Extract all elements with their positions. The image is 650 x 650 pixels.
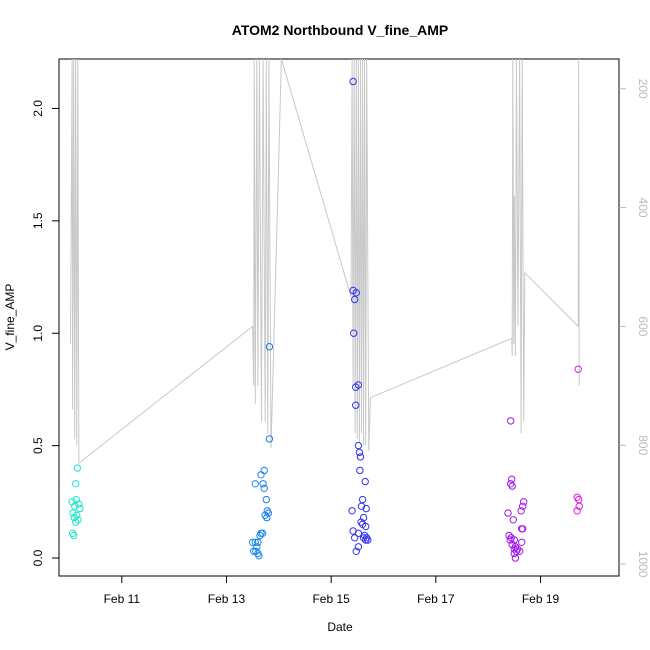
right-tick-label: 200	[636, 79, 650, 99]
x-tick-label: Feb 11	[104, 592, 141, 606]
data-point	[358, 495, 367, 504]
data-point	[573, 507, 581, 515]
data-point	[354, 529, 363, 537]
data-point	[350, 329, 358, 337]
data-point	[511, 554, 520, 562]
data-point	[362, 522, 370, 531]
data-point	[349, 77, 357, 86]
data-point	[254, 538, 262, 546]
data-point	[510, 549, 518, 558]
y-tick-label: 2.0	[31, 100, 45, 117]
data-point	[69, 509, 77, 517]
data-point	[248, 538, 257, 546]
data-point	[251, 538, 260, 546]
data-point	[70, 513, 78, 522]
data-point	[356, 466, 364, 475]
data-point	[355, 448, 364, 457]
data-point	[261, 511, 269, 519]
data-point	[520, 498, 528, 506]
data-point	[75, 500, 83, 508]
scatter-points	[68, 77, 583, 562]
data-point	[259, 480, 267, 488]
data-point	[256, 531, 264, 540]
data-point	[260, 466, 268, 475]
y-tick-label: 1.0	[31, 325, 45, 342]
data-point	[510, 536, 518, 544]
data-point	[518, 538, 526, 546]
data-point	[519, 502, 527, 510]
data-point	[251, 480, 260, 488]
data-point	[519, 525, 527, 533]
data-point	[506, 536, 514, 544]
plot-area	[68, 58, 583, 562]
y-tick-label: 0.5	[31, 437, 45, 454]
data-point	[356, 453, 365, 461]
data-point	[70, 531, 78, 540]
data-point	[265, 343, 274, 351]
data-point	[257, 471, 265, 479]
data-point	[263, 513, 271, 522]
x-tick-label: Feb 17	[417, 592, 455, 606]
y-tick-label: 1.5	[31, 212, 45, 229]
data-point	[262, 495, 270, 504]
depth-line	[70, 58, 580, 465]
data-point	[260, 484, 268, 492]
data-point	[509, 516, 517, 524]
data-point	[362, 536, 370, 544]
right-axis: 200 400 600 800 1000	[619, 79, 650, 578]
data-point	[352, 289, 360, 297]
data-point	[74, 516, 82, 524]
data-point	[362, 504, 370, 513]
right-tick-label: 400	[636, 198, 650, 218]
data-point	[250, 547, 258, 555]
data-point	[255, 552, 263, 560]
data-point	[575, 502, 583, 510]
data-point	[508, 475, 516, 483]
y-axis: 0.0 0.5 1.0 1.5 2.0	[31, 100, 59, 566]
data-point	[508, 482, 516, 490]
x-tick-label: Feb 15	[312, 592, 350, 606]
right-tick-label: 1000	[636, 551, 650, 578]
data-point	[574, 365, 582, 373]
x-tick-label: Feb 13	[208, 592, 246, 606]
data-point	[73, 464, 82, 472]
data-point	[72, 480, 80, 488]
right-tick-label: 800	[636, 435, 650, 455]
data-point	[361, 477, 369, 486]
data-point	[364, 536, 372, 544]
data-point	[573, 493, 581, 501]
y-axis-label: V_fine_AMP	[3, 284, 17, 351]
data-point	[354, 441, 363, 450]
y-tick-label: 0.0	[31, 549, 45, 566]
data-point	[348, 507, 356, 515]
data-point	[265, 435, 274, 443]
data-point	[357, 518, 365, 526]
data-point	[359, 534, 368, 542]
data-point	[351, 295, 359, 304]
data-point	[351, 534, 359, 542]
x-axis-label: Date	[327, 620, 353, 634]
data-point	[357, 502, 366, 510]
data-point	[507, 417, 515, 425]
data-point	[517, 507, 525, 515]
depth-series-line	[70, 58, 580, 465]
data-point	[352, 401, 360, 409]
data-point	[354, 543, 363, 551]
data-point	[76, 504, 84, 513]
x-tick-label: Feb 19	[522, 592, 560, 606]
data-point	[504, 509, 512, 517]
data-point	[505, 531, 513, 540]
data-point	[352, 547, 360, 555]
data-point	[72, 518, 80, 526]
data-point	[73, 511, 81, 519]
plot-frame	[58, 58, 620, 577]
data-point	[352, 383, 360, 391]
chart-title: ATOM2 Northbound V_fine_AMP	[232, 22, 448, 38]
x-axis: Feb 11 Feb 13 Feb 15 Feb 17 Feb 19	[104, 576, 560, 606]
right-tick-label: 600	[636, 316, 650, 336]
